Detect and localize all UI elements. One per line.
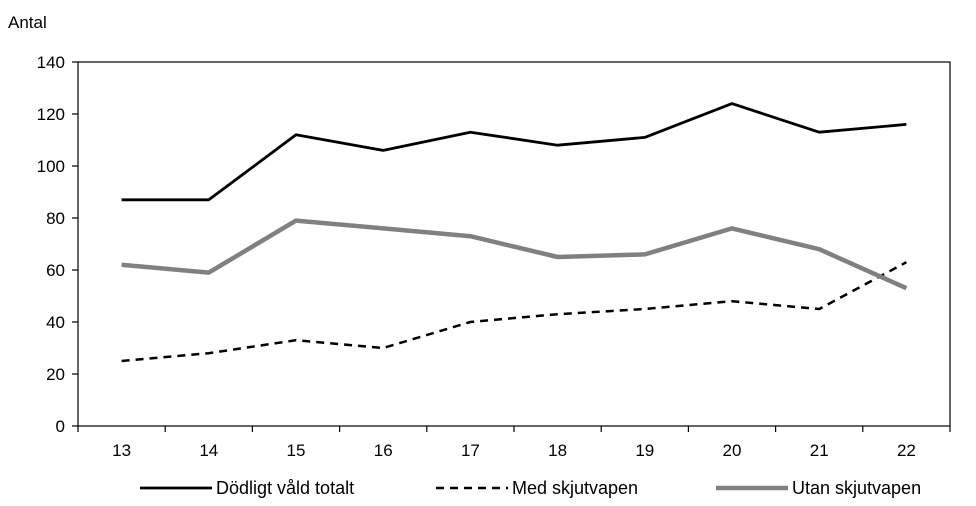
x-tick-label: 13 [112,441,131,460]
x-tick-label: 22 [897,441,916,460]
y-tick-label: 100 [37,157,65,176]
y-axis-label: Antal [8,13,47,32]
legend: Dödligt våld totalt Med skjutvapen Utan sk… [140,478,921,498]
x-tick-label: 14 [199,441,218,460]
series-lines [121,102,908,363]
series-line-1 [121,102,907,202]
y-tick-label: 120 [37,105,65,124]
y-tick-label: 140 [37,53,65,72]
series-line-2 [121,261,907,363]
y-tick-label: 60 [46,261,65,280]
x-tick-label: 19 [635,441,654,460]
legend-label: Dödligt våld totalt [216,478,354,498]
plot-frame [77,61,951,427]
x-tick-label: 20 [723,441,742,460]
x-tick-label: 17 [461,441,480,460]
legend-label: Utan skjutvapen [792,478,921,498]
x-tick-label: 21 [810,441,829,460]
axes: 0 20 40 60 80 100 120 140 13 14 15 16 17 18 19 20 21 22 [37,53,951,460]
legend-label: Med skjutvapen [512,478,638,498]
y-tick-label: 40 [46,313,65,332]
x-tick-label: 15 [287,441,306,460]
y-tick-label: 80 [46,209,65,228]
x-tick-label: 16 [374,441,393,460]
y-tick-label: 20 [46,365,65,384]
series-line-3 [121,218,908,291]
x-tick-label: 18 [548,441,567,460]
y-tick-label: 0 [56,417,65,436]
